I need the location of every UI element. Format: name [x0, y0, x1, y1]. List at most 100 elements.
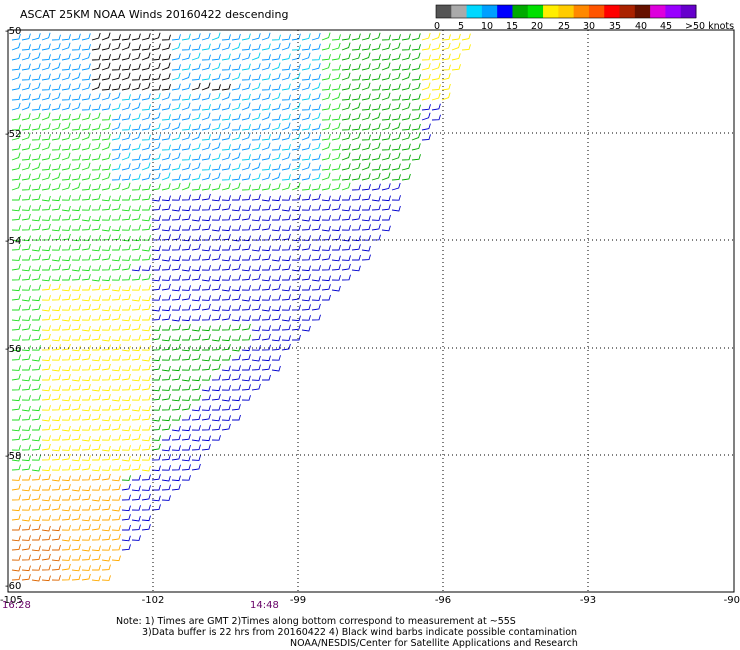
wind-barb	[241, 74, 251, 81]
wind-barb	[71, 395, 81, 401]
wind-barb	[301, 265, 311, 272]
wind-barb	[81, 304, 91, 311]
wind-barb	[81, 274, 91, 281]
wind-barb	[51, 503, 61, 511]
wind-barb	[291, 265, 301, 272]
wind-barb	[251, 93, 261, 101]
wind-barb	[51, 283, 61, 291]
wind-barb	[171, 205, 181, 212]
wind-barb	[11, 324, 21, 331]
wind-barb	[181, 53, 191, 61]
wind-barb	[31, 554, 41, 561]
wind-barb	[122, 304, 131, 311]
wind-barb	[271, 34, 281, 41]
wind-barb	[161, 424, 171, 431]
colorbar-swatch	[512, 5, 529, 18]
wind-barb	[261, 333, 271, 341]
wind-barb	[81, 243, 91, 251]
wind-barb	[51, 103, 61, 111]
wind-barb	[32, 204, 41, 211]
wind-barb	[21, 323, 31, 331]
wind-barb	[131, 132, 141, 141]
wind-barb	[61, 315, 71, 322]
wind-barb	[281, 144, 291, 151]
wind-barb	[91, 444, 101, 451]
wind-barb	[341, 214, 351, 221]
wind-barb	[161, 73, 171, 81]
wind-barb	[61, 374, 71, 381]
wind-barb	[152, 484, 161, 491]
wind-barb	[161, 234, 171, 241]
wind-barb	[131, 515, 141, 522]
wind-barb	[71, 293, 81, 301]
wind-barb	[111, 294, 121, 301]
wind-barb	[251, 33, 261, 41]
wind-barb	[171, 484, 181, 491]
wind-barb	[121, 315, 131, 322]
wind-barb	[21, 74, 31, 81]
wind-barb	[191, 414, 201, 421]
wind-barb	[101, 204, 111, 211]
wind-barb	[241, 93, 251, 101]
wind-barb	[141, 184, 151, 191]
wind-barb	[201, 314, 211, 321]
wind-barb	[81, 375, 91, 382]
wind-barb	[151, 134, 161, 141]
wind-barb	[151, 394, 161, 401]
wind-barb	[61, 525, 71, 531]
wind-barb	[191, 334, 201, 341]
wind-barb	[231, 384, 241, 391]
wind-barb	[281, 64, 291, 71]
longitude-label: -99	[290, 595, 306, 606]
wind-barb	[171, 285, 181, 292]
wind-barb	[41, 465, 51, 472]
wind-barb	[71, 255, 81, 261]
wind-barb	[131, 375, 141, 382]
wind-barb	[131, 205, 141, 211]
wind-barb	[231, 235, 241, 242]
wind-barb	[181, 124, 191, 131]
wind-barb	[51, 525, 61, 532]
wind-barb	[281, 294, 291, 301]
wind-barb	[271, 144, 281, 151]
wind-barb	[71, 132, 81, 141]
wind-barb	[261, 204, 271, 211]
wind-barb	[151, 112, 161, 121]
wind-barb	[111, 195, 121, 201]
wind-barb	[71, 425, 81, 432]
wind-barb	[161, 305, 171, 312]
wind-barb	[201, 295, 211, 301]
wind-barb	[51, 424, 61, 431]
wind-barb	[331, 234, 341, 241]
wind-barb	[421, 112, 431, 121]
wind-barb	[101, 355, 111, 361]
wind-barb	[71, 154, 81, 161]
wind-barb	[21, 83, 31, 91]
wind-barb	[91, 515, 101, 521]
wind-barb	[91, 413, 101, 421]
wind-barb	[181, 94, 191, 101]
wind-barb	[21, 505, 31, 511]
wind-barb	[221, 415, 231, 421]
wind-barb	[61, 174, 71, 181]
wind-barb	[351, 154, 361, 161]
wind-barb	[171, 475, 181, 482]
wind-barb	[201, 112, 211, 121]
wind-barb	[141, 504, 151, 511]
wind-barb	[11, 274, 21, 281]
wind-barb	[411, 104, 421, 111]
wind-barb	[121, 324, 131, 331]
wind-barb	[361, 82, 371, 91]
wind-barb	[112, 464, 121, 471]
wind-barb	[311, 193, 321, 201]
wind-barb	[371, 153, 381, 161]
wind-barb	[131, 52, 141, 61]
wind-barb	[331, 174, 341, 181]
wind-barb	[52, 324, 61, 331]
wind-barb	[111, 544, 121, 551]
wind-barb	[51, 275, 61, 281]
wind-barb	[221, 34, 231, 41]
wind-barb	[101, 153, 111, 161]
wind-barb	[51, 153, 61, 161]
wind-barb	[31, 515, 41, 522]
